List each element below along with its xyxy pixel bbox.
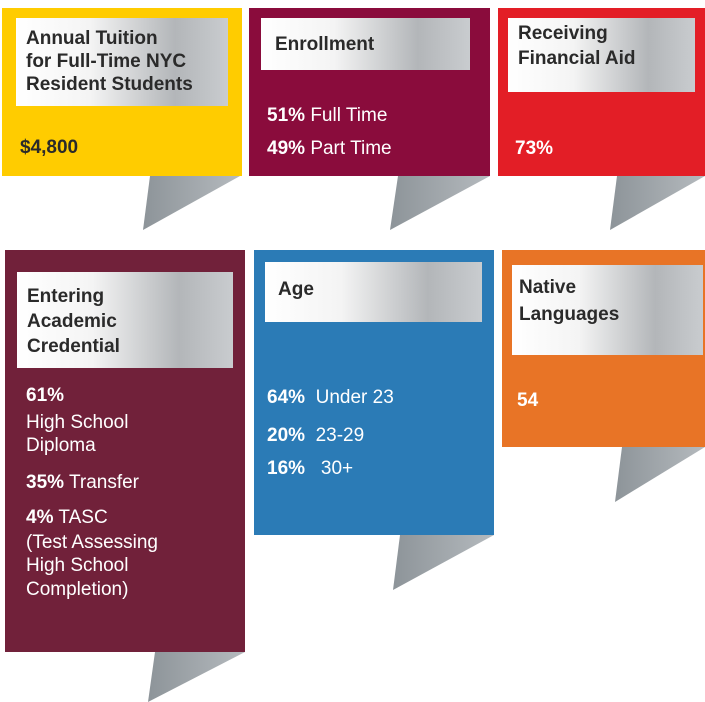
value: 61% bbox=[26, 385, 65, 406]
value: $4,800 bbox=[20, 137, 79, 158]
label: High School bbox=[26, 412, 129, 433]
title: Native bbox=[519, 277, 577, 298]
label: Diploma bbox=[26, 435, 96, 456]
title-box: Age bbox=[265, 262, 482, 322]
label: Under 23 bbox=[315, 387, 394, 408]
value: 73% bbox=[515, 138, 554, 159]
label: Completion) bbox=[26, 579, 129, 600]
value: 35% bbox=[26, 472, 65, 493]
title: Languages bbox=[519, 304, 620, 325]
tail bbox=[143, 176, 240, 230]
value: 16% bbox=[267, 458, 306, 479]
tuition-card: Annual Tuition for Full-Time NYC Residen… bbox=[2, 8, 242, 176]
title-box: Annual Tuition for Full-Time NYC Residen… bbox=[16, 18, 228, 106]
title: Age bbox=[278, 279, 314, 300]
label: 30+ bbox=[320, 458, 354, 479]
label: Transfer bbox=[68, 472, 140, 493]
value: 51% bbox=[267, 105, 306, 126]
title: Enrollment bbox=[275, 34, 375, 55]
title: Financial Aid bbox=[518, 48, 636, 69]
title: Annual Tuition bbox=[26, 28, 158, 49]
tail bbox=[615, 447, 705, 502]
label: Full Time bbox=[310, 105, 388, 126]
title: for Full-Time NYC bbox=[26, 51, 187, 72]
label: (Test Assessing bbox=[26, 532, 158, 553]
value: 54 bbox=[517, 390, 539, 411]
title-box: Enrollment bbox=[261, 18, 470, 70]
title-box: Native Languages bbox=[512, 265, 703, 355]
label: High School bbox=[26, 555, 129, 576]
tail bbox=[148, 652, 245, 702]
title: Academic bbox=[27, 311, 117, 332]
languages-card: Native Languages 54 bbox=[502, 250, 705, 447]
value: 4% bbox=[26, 507, 54, 528]
title-box: Receiving Financial Aid bbox=[508, 18, 695, 92]
enrollment-card: Enrollment 51% Full Time 49% Part Time bbox=[249, 8, 490, 176]
tail bbox=[393, 535, 494, 590]
title-box: Entering Academic Credential bbox=[17, 272, 233, 368]
label: Part Time bbox=[310, 138, 392, 159]
tail bbox=[610, 176, 705, 230]
title: Receiving bbox=[518, 23, 608, 44]
label: TASC bbox=[58, 507, 108, 528]
aid-card: Receiving Financial Aid 73% bbox=[498, 8, 705, 176]
title: Entering bbox=[27, 286, 105, 307]
age-card: Age 64% Under 23 20% 23-29 16% 30+ bbox=[254, 250, 494, 535]
tail bbox=[390, 176, 490, 230]
value: 64% bbox=[267, 387, 306, 408]
credential-card: Entering Academic Credential 61% High Sc… bbox=[5, 250, 245, 652]
value: 49% bbox=[267, 138, 306, 159]
title: Resident Students bbox=[26, 74, 193, 95]
label: 23-29 bbox=[315, 425, 365, 446]
title: Credential bbox=[27, 336, 120, 357]
value: 20% bbox=[267, 425, 306, 446]
